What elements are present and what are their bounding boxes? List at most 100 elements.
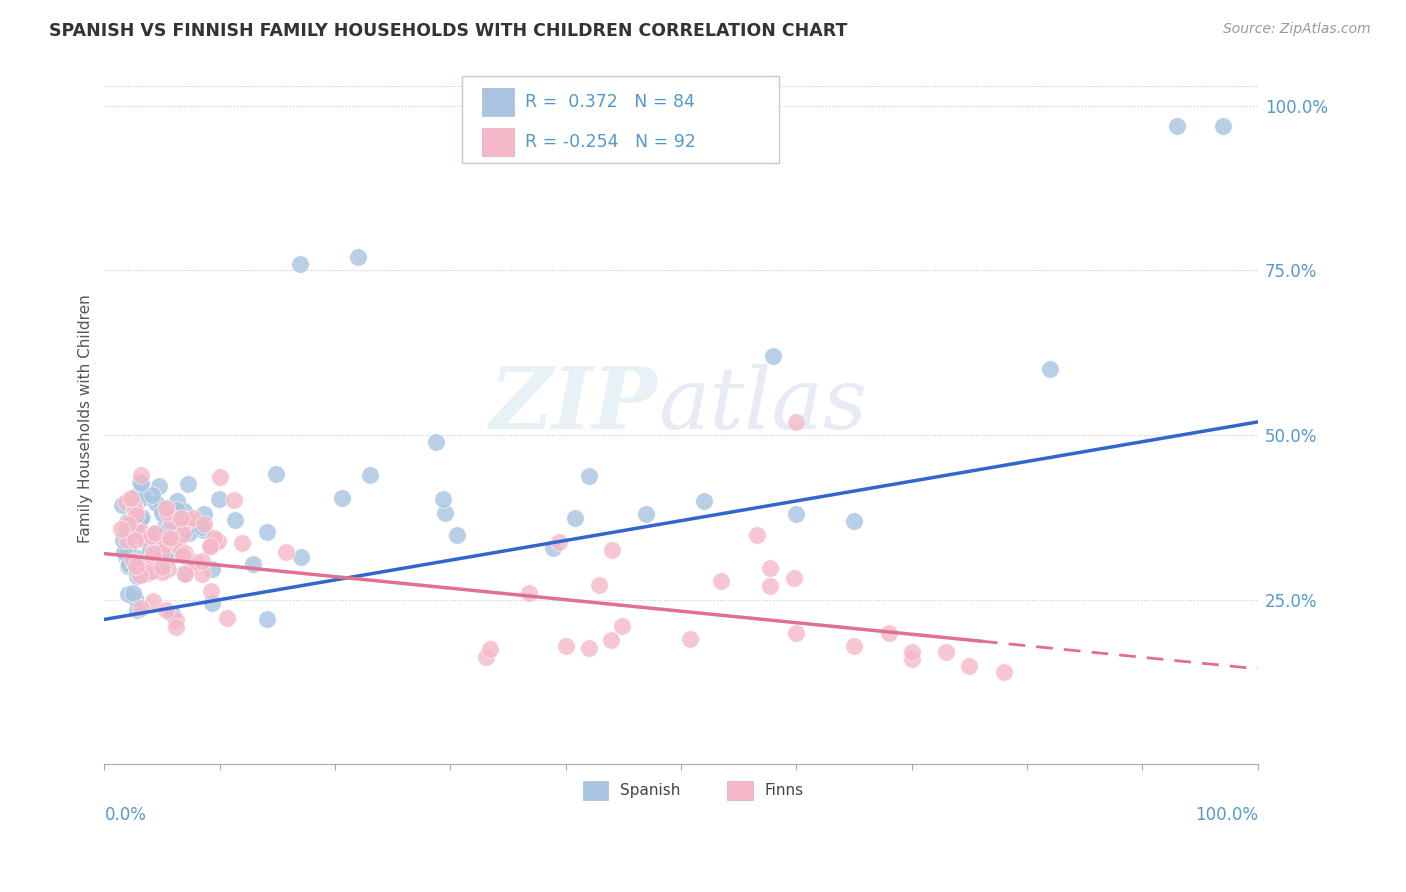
Point	[588, 578, 610, 592]
Point	[152, 560, 174, 574]
Point	[432, 491, 454, 506]
Point	[112, 533, 135, 548]
Point	[600, 633, 623, 648]
Point	[600, 542, 623, 557]
Point	[150, 565, 173, 579]
Point	[217, 611, 239, 625]
Point	[200, 584, 222, 599]
Point	[274, 545, 297, 559]
Point	[758, 579, 780, 593]
Point	[172, 516, 194, 530]
Point	[173, 566, 195, 581]
Point	[156, 562, 179, 576]
Point	[122, 554, 145, 568]
Point	[554, 639, 576, 653]
Point	[174, 546, 197, 560]
Point	[842, 514, 865, 528]
Point	[710, 574, 733, 588]
Point	[117, 544, 139, 558]
Point	[157, 523, 180, 537]
Point	[479, 642, 502, 657]
Point	[129, 511, 152, 525]
Point	[129, 512, 152, 526]
Point	[143, 533, 166, 547]
Point	[131, 467, 153, 482]
Point	[578, 641, 600, 656]
Point	[122, 586, 145, 600]
Point	[173, 504, 195, 518]
Point	[128, 475, 150, 489]
Point	[193, 523, 215, 537]
Point	[202, 532, 225, 546]
Point	[143, 527, 166, 541]
Point	[475, 650, 498, 665]
Point	[124, 524, 146, 538]
Point	[785, 625, 807, 640]
Point	[167, 540, 190, 554]
Point	[170, 511, 193, 525]
FancyBboxPatch shape	[463, 77, 779, 163]
Point	[242, 558, 264, 572]
Point	[191, 567, 214, 582]
Point	[200, 539, 222, 553]
Text: Finns: Finns	[763, 783, 803, 798]
Point	[783, 572, 806, 586]
Point	[142, 594, 165, 608]
Point	[117, 516, 139, 531]
Point	[548, 534, 571, 549]
Point	[172, 548, 194, 562]
Point	[125, 603, 148, 617]
Point	[132, 532, 155, 546]
Point	[541, 541, 564, 555]
Point	[129, 600, 152, 615]
Text: Source: ZipAtlas.com: Source: ZipAtlas.com	[1223, 22, 1371, 37]
Point	[136, 536, 159, 550]
Point	[193, 516, 215, 531]
Point	[125, 568, 148, 582]
Bar	[481, 88, 513, 116]
Point	[174, 567, 197, 582]
Point	[160, 607, 183, 621]
Point	[224, 513, 246, 527]
Point	[636, 507, 658, 521]
Point	[564, 511, 586, 525]
Point	[115, 515, 138, 529]
Text: 0.0%: 0.0%	[104, 805, 146, 823]
Point	[139, 543, 162, 558]
Point	[762, 349, 785, 363]
Point	[155, 501, 177, 516]
Point	[177, 526, 200, 541]
Point	[180, 558, 202, 573]
Point	[145, 533, 167, 547]
Point	[118, 553, 141, 567]
Point	[290, 549, 312, 564]
Point	[330, 491, 353, 506]
Point	[935, 645, 957, 659]
Point	[1212, 119, 1234, 133]
Point	[165, 613, 187, 627]
Point	[159, 532, 181, 546]
Point	[141, 528, 163, 542]
Point	[149, 561, 172, 575]
Point	[150, 545, 173, 559]
Y-axis label: Family Households with Children: Family Households with Children	[79, 294, 93, 543]
Text: ZIP: ZIP	[491, 363, 658, 447]
Point	[208, 470, 231, 484]
Point	[993, 665, 1015, 679]
Point	[165, 620, 187, 634]
Point	[208, 492, 231, 507]
Point	[578, 468, 600, 483]
Point	[129, 561, 152, 575]
Text: SPANISH VS FINNISH FAMILY HOUSEHOLDS WITH CHILDREN CORRELATION CHART: SPANISH VS FINNISH FAMILY HOUSEHOLDS WIT…	[49, 22, 848, 40]
Point	[877, 625, 900, 640]
Point	[957, 658, 980, 673]
Point	[174, 521, 197, 535]
Point	[155, 603, 177, 617]
Point	[127, 564, 149, 578]
Text: atlas: atlas	[658, 363, 868, 446]
Point	[177, 513, 200, 527]
Point	[204, 536, 226, 550]
Point	[184, 555, 207, 569]
Point	[125, 558, 148, 573]
Bar	[481, 128, 513, 156]
